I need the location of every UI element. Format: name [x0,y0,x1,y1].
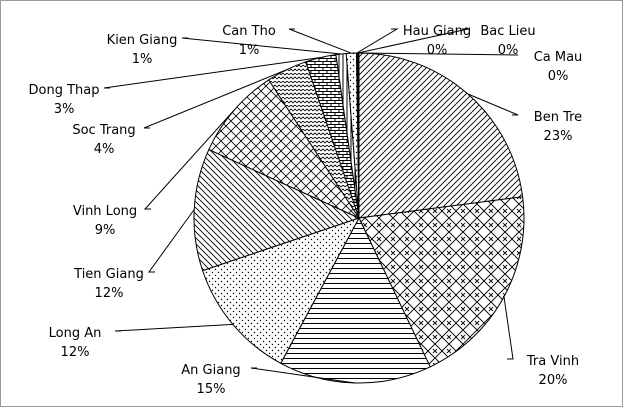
slice-percent-label: 23% [544,129,573,144]
slice-name-label: An Giang [181,363,240,378]
leader-line [143,69,287,129]
slice-percent-label: 12% [95,286,124,301]
slice-name-label: Tra Vinh [526,354,579,369]
slice-percent-label: 1% [239,43,260,58]
slice-name-label: Vinh Long [73,204,137,219]
slice-name-label: Tien Giang [73,267,144,282]
slice-percent-label: 1% [132,52,153,67]
slice-percent-label: 0% [427,43,448,58]
leader-line [181,37,342,55]
slice-name-label: Ca Mau [534,50,583,65]
pie-slice-tien-giang [193,148,361,272]
leader-line [114,323,233,332]
slice-percent-label: 4% [94,142,115,157]
slice-name-label: Can Tho [222,24,276,39]
slice-name-label: Kien Giang [107,33,178,48]
leader-line [148,209,195,273]
slice-name-label: Dong Thap [29,83,100,98]
leader-line [503,296,514,360]
leader-line [357,28,469,54]
slice-percent-label: 15% [197,382,226,397]
pie-slice-vinh-long [208,79,361,220]
slice-percent-label: 12% [61,345,90,360]
leader-line [288,28,352,54]
slice-name-label: Hau Giang [403,24,471,39]
leader-line [143,110,235,210]
slice-percent-label: 3% [54,102,75,117]
slice-name-label: Long An [49,326,102,341]
leader-line [467,93,519,116]
leader-line [103,57,321,89]
slice-name-label: Ben Tre [534,110,582,125]
pie-slice-tra-vinh [358,196,525,368]
leader-line [356,28,399,54]
slice-name-label: Soc Trang [72,123,135,138]
slice-percent-label: 9% [95,223,116,238]
slice-percent-label: 0% [498,43,519,58]
slice-percent-label: 0% [548,69,569,84]
leader-line [358,52,519,56]
leader-line [250,367,356,384]
pie-slice-ben-tre [358,52,524,219]
slice-name-label: Bac Lieu [480,24,535,39]
slice-percent-label: 20% [539,373,568,388]
